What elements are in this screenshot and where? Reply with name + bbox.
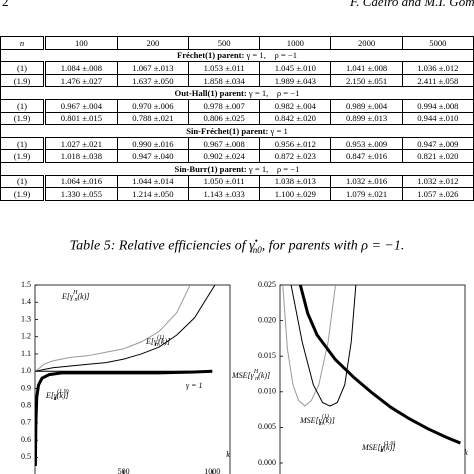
parent-name: Fréchet(1) parent: — [176, 50, 245, 61]
curve — [290, 285, 357, 407]
parent-name: Sin-Fréchet(1) parent: — [186, 125, 269, 136]
data-row: (1.9) 0.801 ±.015 0.788 ±.021 0.806 ±.025 0.… — [0, 111, 474, 126]
curve-label: MSE[γH n(k)] — [231, 369, 270, 382]
label-base: MSE[γ — [361, 443, 385, 452]
x-tick-label: 500 — [118, 467, 130, 474]
caption-symbol: γ — [249, 238, 255, 254]
data-row: (1.9) 1.330 ±.055 1.214 ±.050 1.143 ±.033 1.… — [0, 187, 474, 201]
curve — [35, 285, 216, 372]
cell: 1.057 ±.026 — [401, 187, 474, 201]
y-tick-label: 1.4 — [21, 297, 31, 306]
label-sup: (1.9) — [384, 440, 396, 447]
y-tick-label: 0.9 — [21, 383, 31, 392]
y-tick-label: 0.005 — [258, 422, 276, 431]
label-tail: (k)] — [258, 371, 270, 380]
header-row: n 100 200 500 1000 2000 5000 — [0, 36, 474, 50]
caption-text: Table 5: Relative efficiencies of — [69, 238, 250, 254]
results-table: n 100 200 500 1000 2000 5000 Fréchet(1) parent:… — [0, 36, 474, 201]
caption-text: , for parents with ρ = −1. — [261, 238, 405, 254]
data-row: (1) 1.027 ±.021 0.990 ±.016 0.967 ±.008 0.95… — [0, 136, 474, 151]
label-tail: (k)] — [78, 292, 90, 301]
label-tail: (k)] — [323, 416, 335, 425]
curve-label: γ = 1 — [186, 381, 203, 390]
label-sub: n — [255, 376, 258, 382]
caption-sup: • — [254, 236, 258, 246]
y-tick-label: 0.010 — [258, 387, 276, 396]
curve — [298, 285, 461, 445]
caption-sub: n0 — [252, 245, 262, 256]
y-tick-label: 1.2 — [21, 332, 31, 341]
label-base: E[γ — [145, 337, 158, 346]
curve-label: E[γ(1) n(k)] — [145, 334, 170, 348]
y-tick-label: 0.7 — [21, 418, 31, 427]
label-sup: H — [253, 369, 259, 375]
row-label: (1.9) — [0, 187, 46, 201]
label-sub: n — [155, 342, 158, 348]
label-tail: (k)] — [383, 443, 395, 452]
curve — [35, 285, 191, 372]
table-caption: Table 5: Relative efficiencies of γ•n0, … — [0, 236, 474, 255]
y-tick-label: 1.5 — [21, 280, 31, 289]
parent-params: γ = 1, ρ = −1 — [248, 88, 300, 99]
y-tick-label: 0.5 — [21, 452, 31, 461]
parent-params: γ = 1 — [270, 125, 288, 136]
label-sub: n — [75, 297, 78, 303]
curve — [35, 369, 213, 466]
y-tick-label: 1.1 — [21, 349, 31, 358]
curve-label: E[γ(1.9) n(k)] — [45, 388, 69, 402]
label-base: MSE[γ — [231, 371, 255, 380]
label-tail: (k)] — [57, 391, 69, 400]
y-tick-label: 0.015 — [258, 351, 276, 360]
y-tick-label: 0.8 — [21, 400, 31, 409]
label-sub: n — [380, 448, 383, 454]
x-axis-label: k — [464, 448, 468, 457]
y-tick-label: 0.000 — [258, 458, 276, 467]
label-tail: (k)] — [158, 337, 170, 346]
label-sub: n — [54, 396, 57, 402]
curve-label: E[γH n(k)] — [61, 290, 90, 303]
data-row: (1.9) 1.018 ±.038 0.947 ±.040 0.902 ±.024 0.… — [0, 149, 474, 163]
running-head: F. Caeiro and M.I. Gomes — [350, 0, 474, 9]
parent-params: γ = 1, ρ = −1 — [248, 163, 300, 174]
label-base: MSE[γ — [299, 416, 323, 425]
parent-name: Out-Hall(1) parent: — [174, 88, 247, 99]
curve — [282, 285, 336, 407]
curve-label: MSE[γ(1.9) n(k)] — [361, 440, 395, 454]
cell: 1.330 ±.055 — [44, 187, 118, 201]
page-number: 2 — [2, 0, 9, 9]
label-sub: n — [320, 421, 323, 427]
label-base: E[γ — [45, 391, 58, 400]
label-sup: (1) — [157, 334, 164, 341]
data-row: (1) 1.064 ±.016 1.044 ±.014 1.050 ±.011 1.03… — [0, 174, 474, 189]
y-tick-label: 0.6 — [21, 435, 31, 444]
y-tick-label: 1.3 — [21, 314, 31, 323]
x-tick-label: 1000 — [204, 467, 220, 474]
label-sup: (1) — [322, 413, 329, 420]
data-row: (1) 0.967 ±.004 0.970 ±.006 0.978 ±.007 0.98… — [0, 98, 474, 113]
plot-frame — [34, 284, 231, 474]
x-axis-label: k — [226, 450, 230, 459]
y-tick-label: 1.0 — [21, 366, 31, 375]
label-sup: (1.9) — [57, 388, 69, 395]
parent-name: Sin-Burr(1) parent: — [174, 163, 247, 174]
curve-label: MSE[γ(1) n(k)] — [299, 413, 335, 427]
y-tick-label: 0.020 — [258, 315, 276, 324]
label-sup: H — [72, 290, 78, 296]
label-base: γ = 1 — [186, 381, 203, 390]
parent-params: γ = 1, ρ = −1 — [246, 50, 298, 61]
plot-frame — [279, 284, 466, 474]
y-tick-label: 0.025 — [258, 280, 276, 289]
row-label: (1) — [0, 174, 46, 189]
label-base: E[γ — [61, 292, 74, 301]
